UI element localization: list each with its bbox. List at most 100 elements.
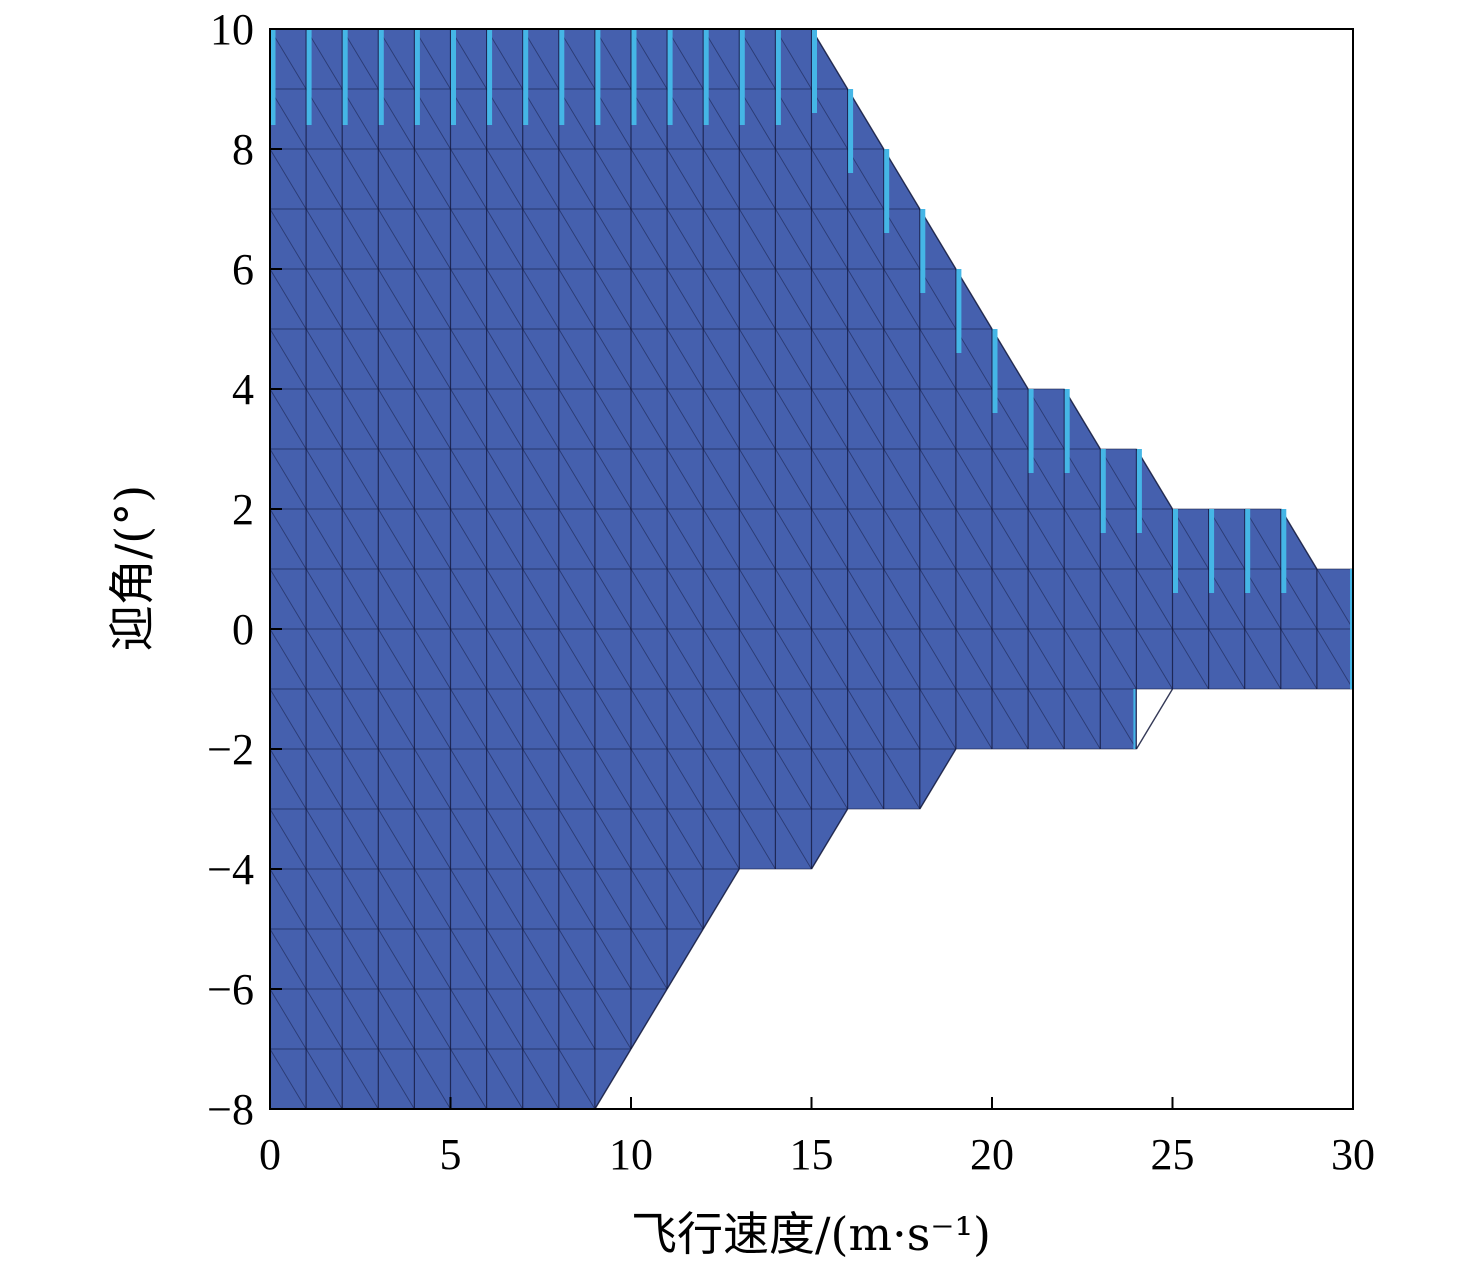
mesh-diagonal-edge — [341, 448, 379, 510]
mesh-diagonal-edge — [305, 928, 343, 990]
mesh-diagonal-edge — [991, 688, 1029, 750]
mesh-diagonal-edge — [305, 748, 343, 810]
mesh-diagonal-edge — [1099, 568, 1137, 630]
mesh-diagonal-edge — [341, 628, 379, 690]
mesh-diagonal-edge — [305, 508, 343, 570]
mesh-diagonal-edge — [1172, 568, 1209, 630]
mesh-diagonal-edge — [630, 868, 668, 930]
mesh-diagonal-edge — [811, 628, 848, 690]
mesh-diagonal-edge — [341, 928, 379, 990]
mesh-boundary-edge — [1135, 448, 1174, 510]
mesh-diagonal-edge — [811, 568, 848, 630]
mesh-diagonal-edge — [775, 568, 812, 630]
mesh-diagonal-edge — [522, 208, 560, 270]
mesh-diagonal-edge — [811, 328, 848, 390]
mesh-diagonal-edge — [486, 988, 524, 1050]
mesh-diagonal-edge — [738, 268, 776, 330]
mesh-diagonal-edge — [377, 748, 415, 810]
mesh-diagonal-edge — [594, 28, 632, 90]
mesh-diagonal-edge — [377, 148, 415, 210]
mesh-diagonal-edge — [414, 928, 451, 990]
mesh-diagonal-edge — [414, 328, 451, 390]
mesh-diagonal-edge — [414, 208, 451, 270]
mesh-diagonal-edge — [305, 448, 343, 510]
mesh-diagonal-edge — [450, 1048, 487, 1110]
mesh-diagonal-edge — [666, 688, 704, 750]
mesh-diagonal-edge — [630, 28, 668, 90]
mesh-diagonal-edge — [702, 808, 740, 870]
mesh-diagonal-edge — [1099, 628, 1137, 690]
mesh-boundary-edge — [919, 208, 957, 270]
mesh-diagonal-edge — [558, 988, 596, 1050]
mesh-boundary-edge — [810, 28, 849, 90]
mesh-diagonal-edge — [341, 208, 379, 270]
mesh-diagonal-edge — [341, 568, 379, 630]
mesh-diagonal-edge — [1316, 628, 1354, 690]
mesh-diagonal-edge — [377, 388, 415, 450]
mesh-diagonal-edge — [414, 688, 451, 750]
mesh-diagonal-edge — [702, 328, 740, 390]
mesh-diagonal-edge — [1244, 628, 1282, 690]
mesh-diagonal-edge — [594, 628, 632, 690]
mesh-diagonal-edge — [702, 88, 740, 150]
mesh-diagonal-edge — [1027, 508, 1065, 570]
mesh-diagonal-edge — [377, 568, 415, 630]
mesh-diagonal-edge — [702, 268, 740, 330]
mesh-diagonal-edge — [919, 268, 957, 330]
mesh-diagonal-edge — [955, 568, 993, 630]
mesh-diagonal-edge — [1063, 508, 1101, 570]
mesh-diagonal-edge — [630, 148, 668, 210]
mesh-diagonal-edge — [666, 28, 704, 90]
mesh-diagonal-edge — [269, 688, 307, 750]
mesh-diagonal-edge — [305, 688, 343, 750]
mesh-diagonal-edge — [450, 988, 487, 1050]
mesh-diagonal-edge — [594, 868, 632, 930]
mesh-diagonal-edge — [558, 1048, 596, 1110]
mesh-diagonal-edge — [775, 508, 812, 570]
mesh-diagonal-edge — [450, 748, 487, 810]
mesh-diagonal-edge — [811, 148, 848, 210]
mesh-diagonal-edge — [919, 508, 957, 570]
mesh-diagonal-edge — [775, 328, 812, 390]
mesh-diagonal-edge — [558, 928, 596, 990]
mesh-diagonal-edge — [341, 688, 379, 750]
mesh-diagonal-edge — [919, 328, 957, 390]
mesh-diagonal-edge — [811, 688, 848, 750]
mesh-diagonal-edge — [738, 568, 776, 630]
mesh-diagonal-edge — [738, 148, 776, 210]
mesh-diagonal-edge — [666, 388, 704, 450]
mesh-diagonal-edge — [269, 628, 307, 690]
mesh-diagonal-edge — [522, 988, 560, 1050]
mesh-diagonal-edge — [414, 28, 451, 90]
mesh-diagonal-edge — [775, 148, 812, 210]
mesh-diagonal-edge — [450, 568, 487, 630]
mesh-diagonal-edge — [414, 1048, 451, 1110]
y-tick-label: 4 — [232, 365, 254, 414]
mesh-diagonal-edge — [594, 928, 632, 990]
mesh-boundary-edge — [919, 748, 957, 810]
mesh-diagonal-edge — [269, 928, 307, 990]
mesh-diagonal-edge — [955, 628, 993, 690]
mesh-diagonal-edge — [1244, 508, 1282, 570]
mesh-diagonal-edge — [1136, 628, 1173, 690]
mesh-diagonal-edge — [991, 448, 1029, 510]
mesh-diagonal-edge — [414, 268, 451, 330]
y-tick-label: 8 — [232, 125, 254, 174]
mesh-diagonal-edge — [450, 928, 487, 990]
mesh-diagonal-edge — [702, 568, 740, 630]
mesh-diagonal-edge — [1280, 568, 1318, 630]
mesh-diagonal-edge — [341, 328, 379, 390]
mesh-diagonal-edge — [991, 508, 1029, 570]
mesh-diagonal-edge — [269, 328, 307, 390]
mesh-diagonal-edge — [522, 28, 560, 90]
y-tick-label: 10 — [210, 5, 254, 54]
mesh-diagonal-edge — [1027, 568, 1065, 630]
x-tick-label: 20 — [970, 1130, 1014, 1179]
y-tick-label: −2 — [207, 725, 254, 774]
mesh-diagonal-edge — [558, 148, 596, 210]
x-tick-label: 15 — [790, 1130, 834, 1179]
x-tick-label: 5 — [440, 1130, 462, 1179]
mesh-diagonal-edge — [702, 388, 740, 450]
mesh-diagonal-edge — [666, 508, 704, 570]
mesh-diagonal-edge — [414, 508, 451, 570]
